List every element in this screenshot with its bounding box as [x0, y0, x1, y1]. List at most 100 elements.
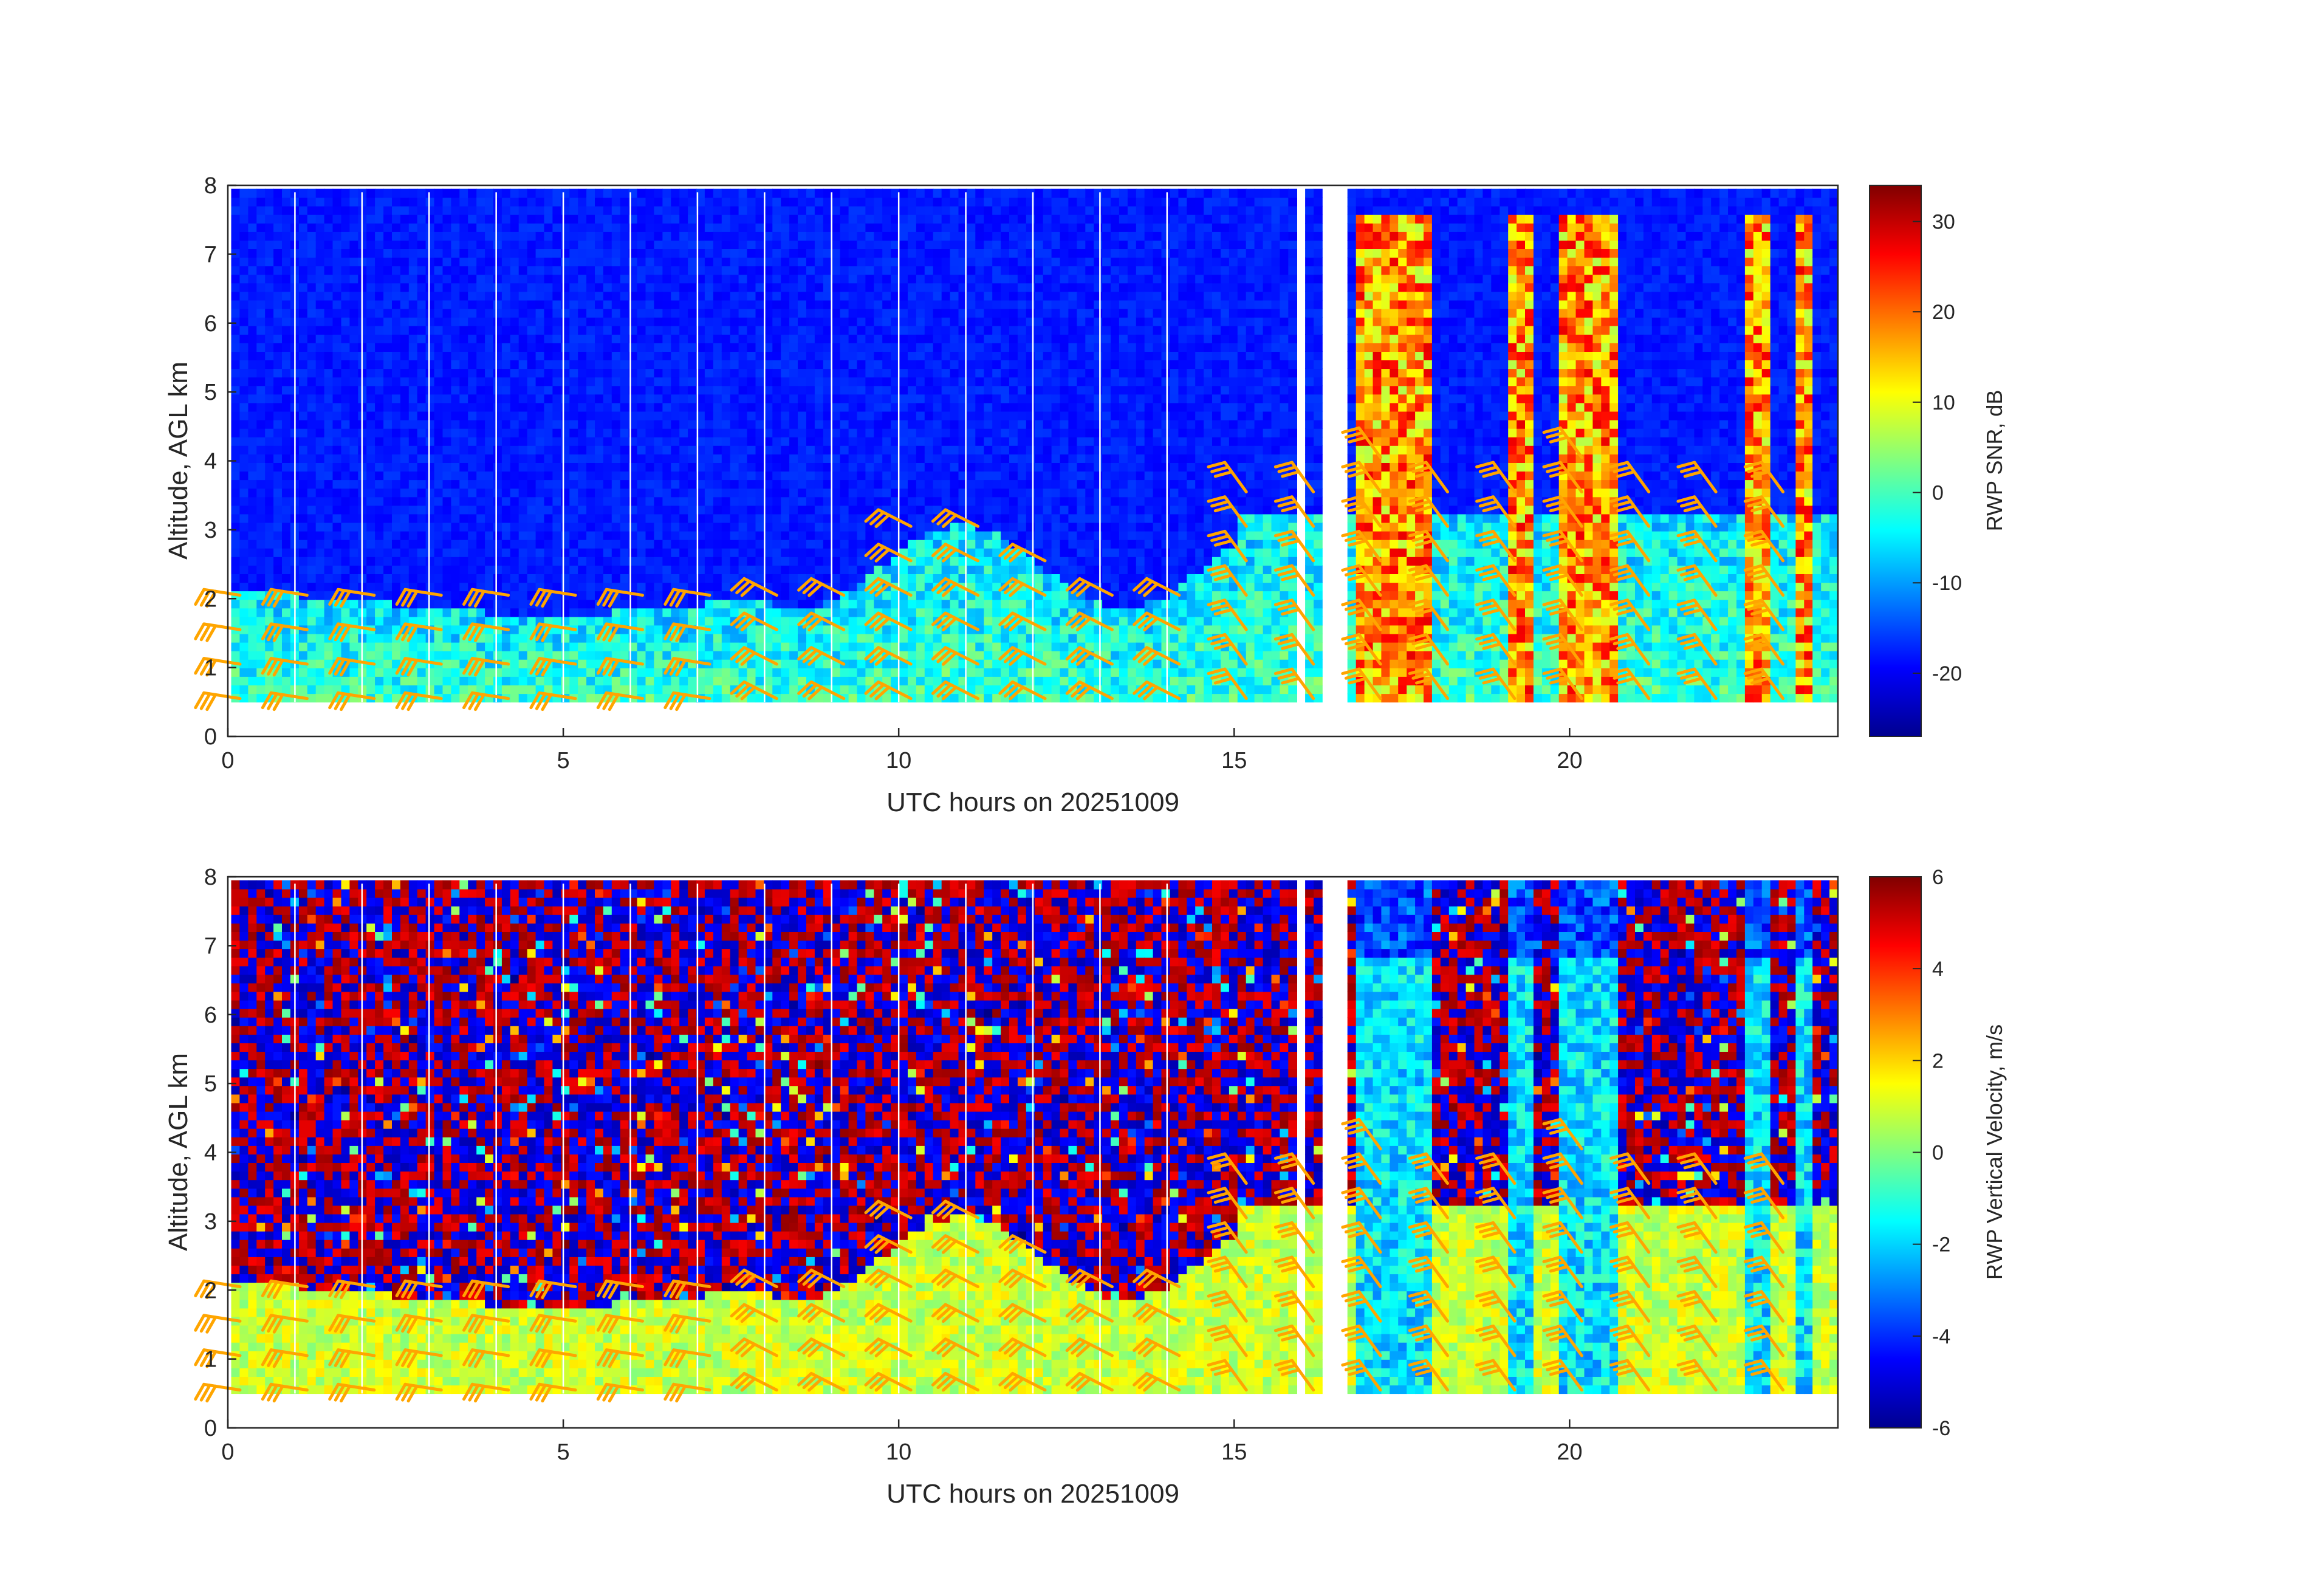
- field-cell: [831, 240, 841, 249]
- field-cell: [417, 419, 427, 429]
- field-cell: [755, 436, 765, 446]
- field-cell: [831, 232, 841, 241]
- field-cell: [704, 411, 714, 420]
- field-cell: [654, 582, 663, 592]
- field-cell: [713, 625, 722, 634]
- field-cell: [265, 257, 274, 267]
- field-cell: [662, 522, 672, 532]
- field-cell: [341, 557, 351, 566]
- field-cell: [239, 633, 249, 643]
- field-cell: [637, 343, 646, 352]
- field-cell: [603, 351, 612, 360]
- field-cell: [857, 659, 866, 668]
- field-cell: [916, 539, 925, 549]
- field-cell: [891, 530, 900, 540]
- field-cell: [383, 693, 392, 703]
- field-cell: [857, 249, 866, 258]
- field-cell: [307, 360, 317, 369]
- field-cell: [425, 530, 435, 540]
- field-cell: [823, 574, 832, 583]
- field-cell: [434, 539, 444, 549]
- field-cell: [324, 351, 334, 360]
- field-cell: [544, 385, 554, 395]
- field-cell: [332, 676, 342, 685]
- field-cell: [535, 479, 545, 489]
- field-cell: [671, 479, 680, 489]
- field-cell: [688, 599, 697, 609]
- field-cell: [671, 642, 680, 651]
- field-cell: [620, 325, 629, 335]
- field-cell: [891, 608, 900, 617]
- field-cell: [375, 214, 384, 224]
- field-cell: [679, 522, 688, 532]
- field-cell: [924, 428, 934, 437]
- field-cell: [400, 205, 410, 215]
- field-cell: [916, 308, 925, 318]
- field-cell: [332, 608, 342, 617]
- field-cell: [442, 300, 452, 309]
- field-cell: [857, 522, 866, 532]
- field-cell: [493, 479, 502, 489]
- field-cell: [476, 360, 485, 369]
- field-cell: [341, 317, 351, 326]
- field-cell: [569, 650, 578, 660]
- field-cell: [349, 317, 359, 326]
- field-cell: [662, 274, 672, 284]
- field-cell: [476, 394, 485, 403]
- field-cell: [789, 693, 798, 703]
- field-cell: [696, 214, 705, 224]
- field-cell: [332, 300, 342, 309]
- field-cell: [324, 445, 334, 454]
- field-cell: [349, 223, 359, 232]
- field-cell: [823, 188, 832, 198]
- field-cell: [518, 223, 528, 232]
- field-cell: [916, 513, 925, 523]
- field-cell: [603, 419, 612, 429]
- field-cell: [831, 676, 841, 685]
- field-cell: [434, 582, 444, 592]
- field-cell: [544, 257, 554, 267]
- field-cell: [307, 633, 317, 643]
- field-cell: [848, 402, 858, 412]
- field-cell: [721, 402, 731, 412]
- field-cell: [865, 479, 875, 489]
- field-cell: [518, 394, 528, 403]
- field-cell: [789, 300, 798, 309]
- field-cell: [831, 274, 841, 284]
- field-cell: [569, 360, 578, 369]
- field-cell: [578, 625, 587, 634]
- field-cell: [298, 650, 308, 660]
- field-cell: [814, 557, 824, 566]
- field-cell: [831, 351, 841, 360]
- field-cell: [425, 205, 435, 215]
- field-cell: [501, 419, 511, 429]
- field-cell: [696, 650, 705, 660]
- field-cell: [688, 214, 697, 224]
- field-cell: [679, 197, 688, 207]
- field-cell: [823, 625, 832, 634]
- field-cell: [781, 266, 790, 275]
- field-cell: [595, 471, 604, 481]
- field-cell: [595, 283, 604, 292]
- field-cell: [857, 223, 866, 232]
- field-cell: [671, 428, 680, 437]
- field-cell: [645, 428, 655, 437]
- field-cell: [865, 197, 875, 207]
- field-cell: [349, 411, 359, 420]
- field-cell: [899, 599, 908, 609]
- field-cell: [476, 300, 485, 309]
- field-cell: [485, 419, 494, 429]
- field-cell: [654, 334, 663, 343]
- field-cell: [501, 377, 511, 386]
- field-cell: [468, 479, 477, 489]
- field-cell: [831, 377, 841, 386]
- field-cell: [831, 445, 841, 454]
- field-cell: [535, 325, 545, 335]
- field-cell: [857, 377, 866, 386]
- field-cell: [501, 274, 511, 284]
- field-cell: [848, 351, 858, 360]
- field-cell: [620, 274, 629, 284]
- field-cell: [603, 676, 612, 685]
- field-cell: [501, 650, 511, 660]
- field-cell: [527, 325, 536, 335]
